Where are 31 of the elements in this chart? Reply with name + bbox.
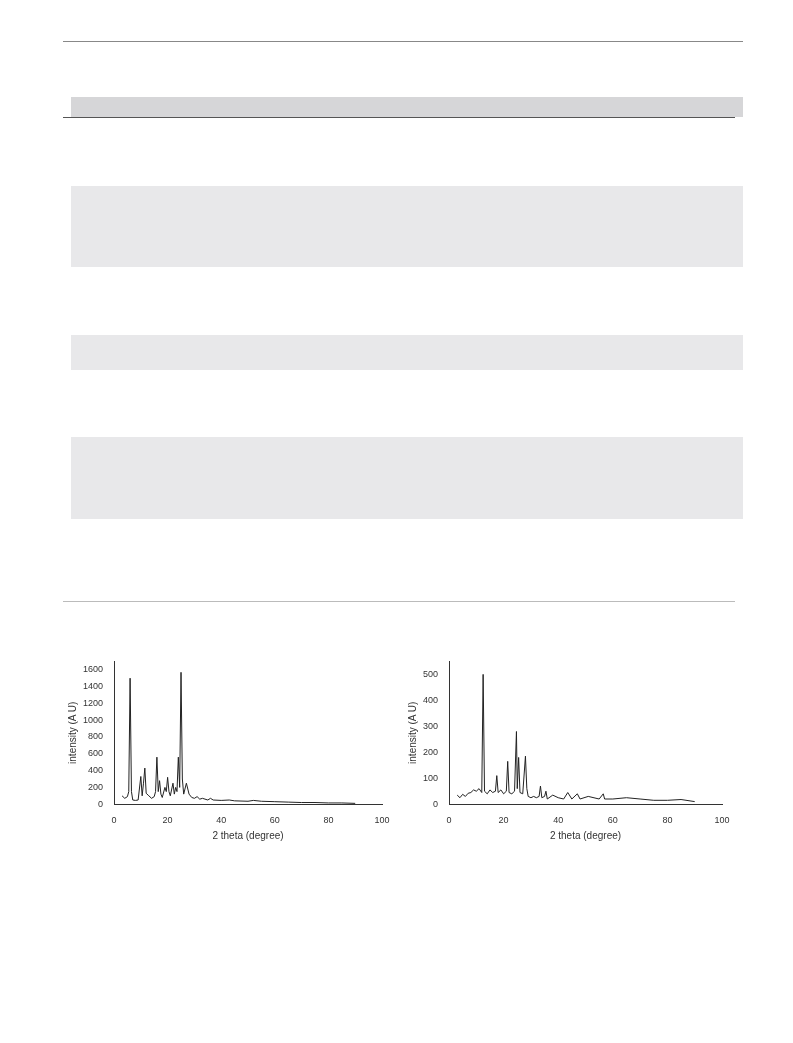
y-tick-label: 400 bbox=[87, 765, 104, 776]
x-axis-title: 2 theta (degree) bbox=[212, 829, 284, 841]
y-tick-label: 100 bbox=[422, 772, 439, 783]
x-tick-label: 0 bbox=[446, 815, 452, 826]
y-tick-label: 600 bbox=[87, 748, 104, 759]
x-tick-label: 80 bbox=[323, 815, 334, 826]
y-tick-label: 200 bbox=[87, 781, 104, 792]
y-tick-label: 800 bbox=[87, 731, 104, 742]
y-tick-label: 200 bbox=[422, 746, 439, 757]
y-tick-label: 1600 bbox=[82, 664, 104, 675]
x-tick-label: 60 bbox=[269, 815, 280, 826]
x-tick-label: 20 bbox=[162, 815, 173, 826]
x-tick-label: 20 bbox=[498, 815, 509, 826]
x-tick-label: 40 bbox=[553, 815, 564, 826]
y-tick-label: 0 bbox=[98, 798, 104, 809]
y-axis-title: intensity (A U) bbox=[406, 701, 418, 764]
x-tick-label: 100 bbox=[714, 815, 730, 826]
y-axis-title: intensity (A U) bbox=[66, 701, 78, 764]
x-tick-label: 40 bbox=[216, 815, 227, 826]
y-tick-label: 1200 bbox=[82, 697, 104, 708]
y-tick-label: 0 bbox=[433, 798, 439, 809]
y-tick-label: 1400 bbox=[82, 681, 104, 692]
x-tick-label: 80 bbox=[662, 815, 673, 826]
y-tick-label: 1000 bbox=[82, 714, 104, 725]
y-tick-label: 400 bbox=[422, 694, 439, 705]
x-tick-label: 0 bbox=[111, 815, 117, 826]
y-tick-label: 300 bbox=[422, 720, 439, 731]
x-tick-label: 100 bbox=[374, 815, 390, 826]
x-tick-label: 60 bbox=[607, 815, 618, 826]
y-tick-label: 500 bbox=[422, 668, 439, 679]
x-axis-title: 2 theta (degree) bbox=[549, 829, 622, 841]
